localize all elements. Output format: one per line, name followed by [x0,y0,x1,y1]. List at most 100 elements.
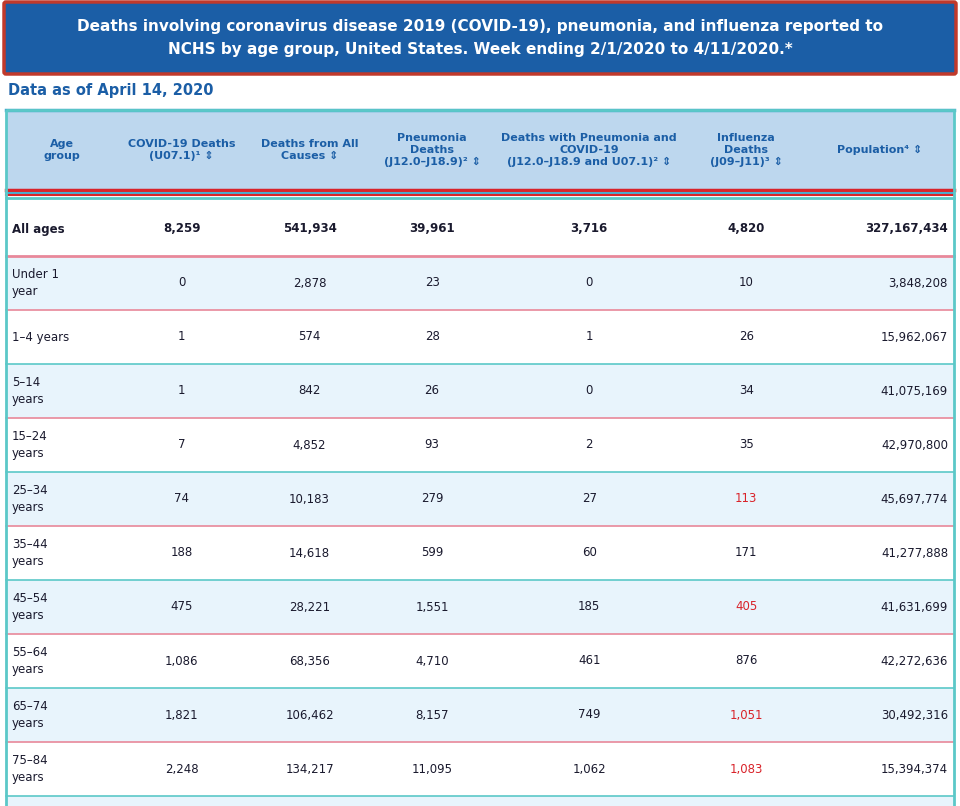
Text: 41,277,888: 41,277,888 [881,546,948,559]
Text: Influenza
Deaths
(J09–J11)³ ⇕: Influenza Deaths (J09–J11)³ ⇕ [709,132,782,168]
Text: 3,716: 3,716 [570,222,608,235]
Text: 25–34
years: 25–34 years [12,484,48,513]
Text: 574: 574 [299,330,321,343]
Bar [6,310,954,364]
Bar [6,418,954,472]
Text: 7: 7 [178,438,185,451]
Text: 1: 1 [178,330,185,343]
Text: 106,462: 106,462 [285,708,334,721]
Bar [6,364,954,418]
Text: 14,618: 14,618 [289,546,330,559]
Text: 4,820: 4,820 [728,222,765,235]
Text: 55–64
years: 55–64 years [12,646,48,675]
Text: 0: 0 [586,384,593,397]
Text: 93: 93 [424,438,440,451]
Text: All ages: All ages [12,222,64,235]
Bar [6,256,954,310]
Text: 1,062: 1,062 [572,762,606,775]
Text: 23: 23 [424,276,440,289]
Bar [6,580,954,634]
Text: 171: 171 [735,546,757,559]
Text: 11,095: 11,095 [412,762,452,775]
Bar [6,634,954,688]
Text: 461: 461 [578,654,600,667]
Text: Population⁴ ⇕: Population⁴ ⇕ [837,145,923,155]
Text: 1,551: 1,551 [416,600,449,613]
Text: 35: 35 [739,438,754,451]
Text: 8,157: 8,157 [416,708,449,721]
Text: 4,852: 4,852 [293,438,326,451]
Text: 2: 2 [586,438,593,451]
Text: 749: 749 [578,708,600,721]
Text: 39,961: 39,961 [409,222,455,235]
Text: 185: 185 [578,600,600,613]
Text: 34: 34 [739,384,754,397]
Text: 45,697,774: 45,697,774 [880,492,948,505]
Text: 1,051: 1,051 [730,708,763,721]
Text: 2,248: 2,248 [165,762,199,775]
Text: 28,221: 28,221 [289,600,330,613]
Text: 45–54
years: 45–54 years [12,592,48,621]
Text: COVID-19 Deaths
(U07.1)¹ ⇕: COVID-19 Deaths (U07.1)¹ ⇕ [128,139,235,161]
Text: 65–74
years: 65–74 years [12,700,48,729]
Text: 475: 475 [171,600,193,613]
Text: 279: 279 [420,492,444,505]
Text: 27: 27 [582,492,597,505]
Text: 28: 28 [424,330,440,343]
Text: Deaths from All
Causes ⇕: Deaths from All Causes ⇕ [261,139,358,161]
Bar [6,472,954,526]
Text: 10: 10 [739,276,754,289]
Text: 60: 60 [582,546,596,559]
Text: 0: 0 [178,276,185,289]
Text: 15,394,374: 15,394,374 [881,762,948,775]
Text: 42,272,636: 42,272,636 [880,654,948,667]
Text: 75–84
years: 75–84 years [12,754,48,783]
Text: 26: 26 [424,384,440,397]
Text: 1,821: 1,821 [165,708,199,721]
Text: 35–44
years: 35–44 years [12,538,48,567]
Text: 2,878: 2,878 [293,276,326,289]
Text: 3,848,208: 3,848,208 [889,276,948,289]
Text: 842: 842 [299,384,321,397]
Text: 41,631,699: 41,631,699 [880,600,948,613]
Text: 68,356: 68,356 [289,654,330,667]
Text: 113: 113 [735,492,757,505]
Text: 74: 74 [175,492,189,505]
FancyBboxPatch shape [4,2,956,74]
Text: 1–4 years: 1–4 years [12,330,69,343]
Text: 327,167,434: 327,167,434 [865,222,948,235]
Text: 405: 405 [735,600,757,613]
Text: 0: 0 [586,276,593,289]
Text: 5–14
years: 5–14 years [12,376,44,405]
Bar [6,202,954,256]
Text: Age
group: Age group [43,139,81,161]
Bar [6,796,954,806]
Text: 1: 1 [586,330,593,343]
Text: 1,083: 1,083 [730,762,763,775]
Text: 30,492,316: 30,492,316 [881,708,948,721]
Text: 188: 188 [171,546,193,559]
Bar [6,742,954,796]
Text: 1,086: 1,086 [165,654,199,667]
Text: 134,217: 134,217 [285,762,334,775]
Bar [6,526,954,580]
Text: Deaths with Pneumonia and
COVID-19
(J12.0–J18.9 and U07.1)² ⇕: Deaths with Pneumonia and COVID-19 (J12.… [501,132,677,168]
Text: 4,710: 4,710 [416,654,449,667]
Text: Deaths involving coronavirus disease 2019 (COVID-19), pneumonia, and influenza r: Deaths involving coronavirus disease 201… [77,19,883,56]
Text: 8,259: 8,259 [163,222,201,235]
Text: Data as of April 14, 2020: Data as of April 14, 2020 [8,82,213,98]
Text: 42,970,800: 42,970,800 [881,438,948,451]
Text: 26: 26 [739,330,754,343]
Text: Under 1
year: Under 1 year [12,268,59,297]
Text: Pneumonia
Deaths
(J12.0–J18.9)² ⇕: Pneumonia Deaths (J12.0–J18.9)² ⇕ [384,132,481,168]
Text: 41,075,169: 41,075,169 [880,384,948,397]
Text: 541,934: 541,934 [282,222,337,235]
Text: 876: 876 [735,654,757,667]
Text: 15,962,067: 15,962,067 [880,330,948,343]
Text: 1: 1 [178,384,185,397]
Bar [6,110,954,190]
Text: 15–24
years: 15–24 years [12,430,48,459]
Text: 10,183: 10,183 [289,492,330,505]
Text: 599: 599 [420,546,444,559]
Bar [6,688,954,742]
